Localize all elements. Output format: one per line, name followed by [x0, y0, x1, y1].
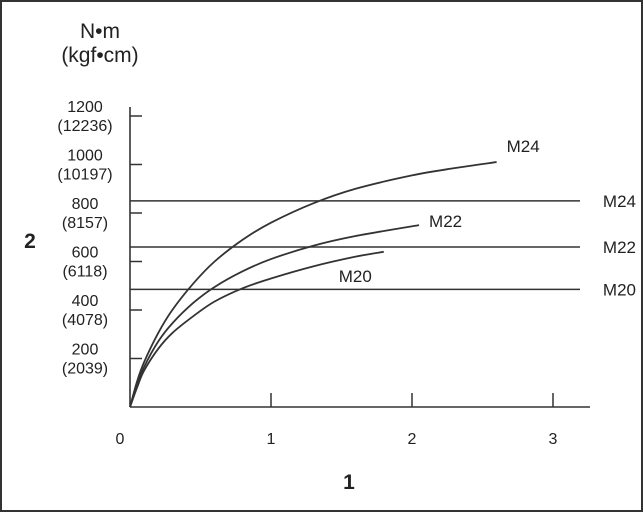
y-tick-label: 1000 — [67, 148, 103, 165]
curve-m20 — [129, 250, 384, 408]
y-tick-sublabel: (12236) — [57, 118, 112, 135]
y-tick-sublabel: (4078) — [62, 312, 108, 329]
y-tick-label: 200 — [72, 342, 99, 359]
y-tick-label: 800 — [72, 196, 99, 213]
x-tick-label: 2 — [408, 431, 417, 448]
curve-label: M24 — [507, 137, 540, 156]
y-axis-unit-line: N•m — [80, 20, 120, 43]
axes — [129, 107, 590, 408]
reference-line-label: M24 — [603, 192, 636, 211]
y-axis-marker: 2 — [24, 230, 36, 253]
y-axis-unit-label: N•m(kgf•cm) — [61, 20, 138, 67]
reference-line-label: M20 — [603, 280, 636, 299]
y-tick-label: 1200 — [67, 99, 103, 116]
y-tick-label: 400 — [72, 293, 99, 310]
y-tick-sublabel: (8157) — [62, 215, 108, 232]
curve-label: M22 — [429, 212, 462, 231]
reference-line-label: M22 — [603, 238, 636, 257]
torque-curves: M24 M22 M20 — [129, 137, 540, 408]
reference-lines: M24 M22 M20 — [130, 192, 636, 299]
x-tick-label: 0 — [116, 431, 125, 448]
y-tick-sublabel: (2039) — [62, 361, 108, 378]
y-axis-unit-line: (kgf•cm) — [61, 44, 138, 67]
curve-m24 — [129, 161, 497, 408]
curve-label: M20 — [339, 267, 372, 286]
x-tick-label: 1 — [267, 431, 276, 448]
x-tick-label: 3 — [549, 431, 558, 448]
x-axis-marker: 1 — [343, 471, 355, 494]
y-tick-sublabel: (10197) — [57, 167, 112, 184]
y-tick-label: 600 — [72, 245, 99, 262]
y-tick-sublabel: (6118) — [62, 264, 107, 281]
ticks: 0 1 2 3 200 (2039) 400 (4078) 600 (6118) 800 (8157)… — [57, 99, 557, 448]
curve-m22 — [129, 224, 420, 408]
